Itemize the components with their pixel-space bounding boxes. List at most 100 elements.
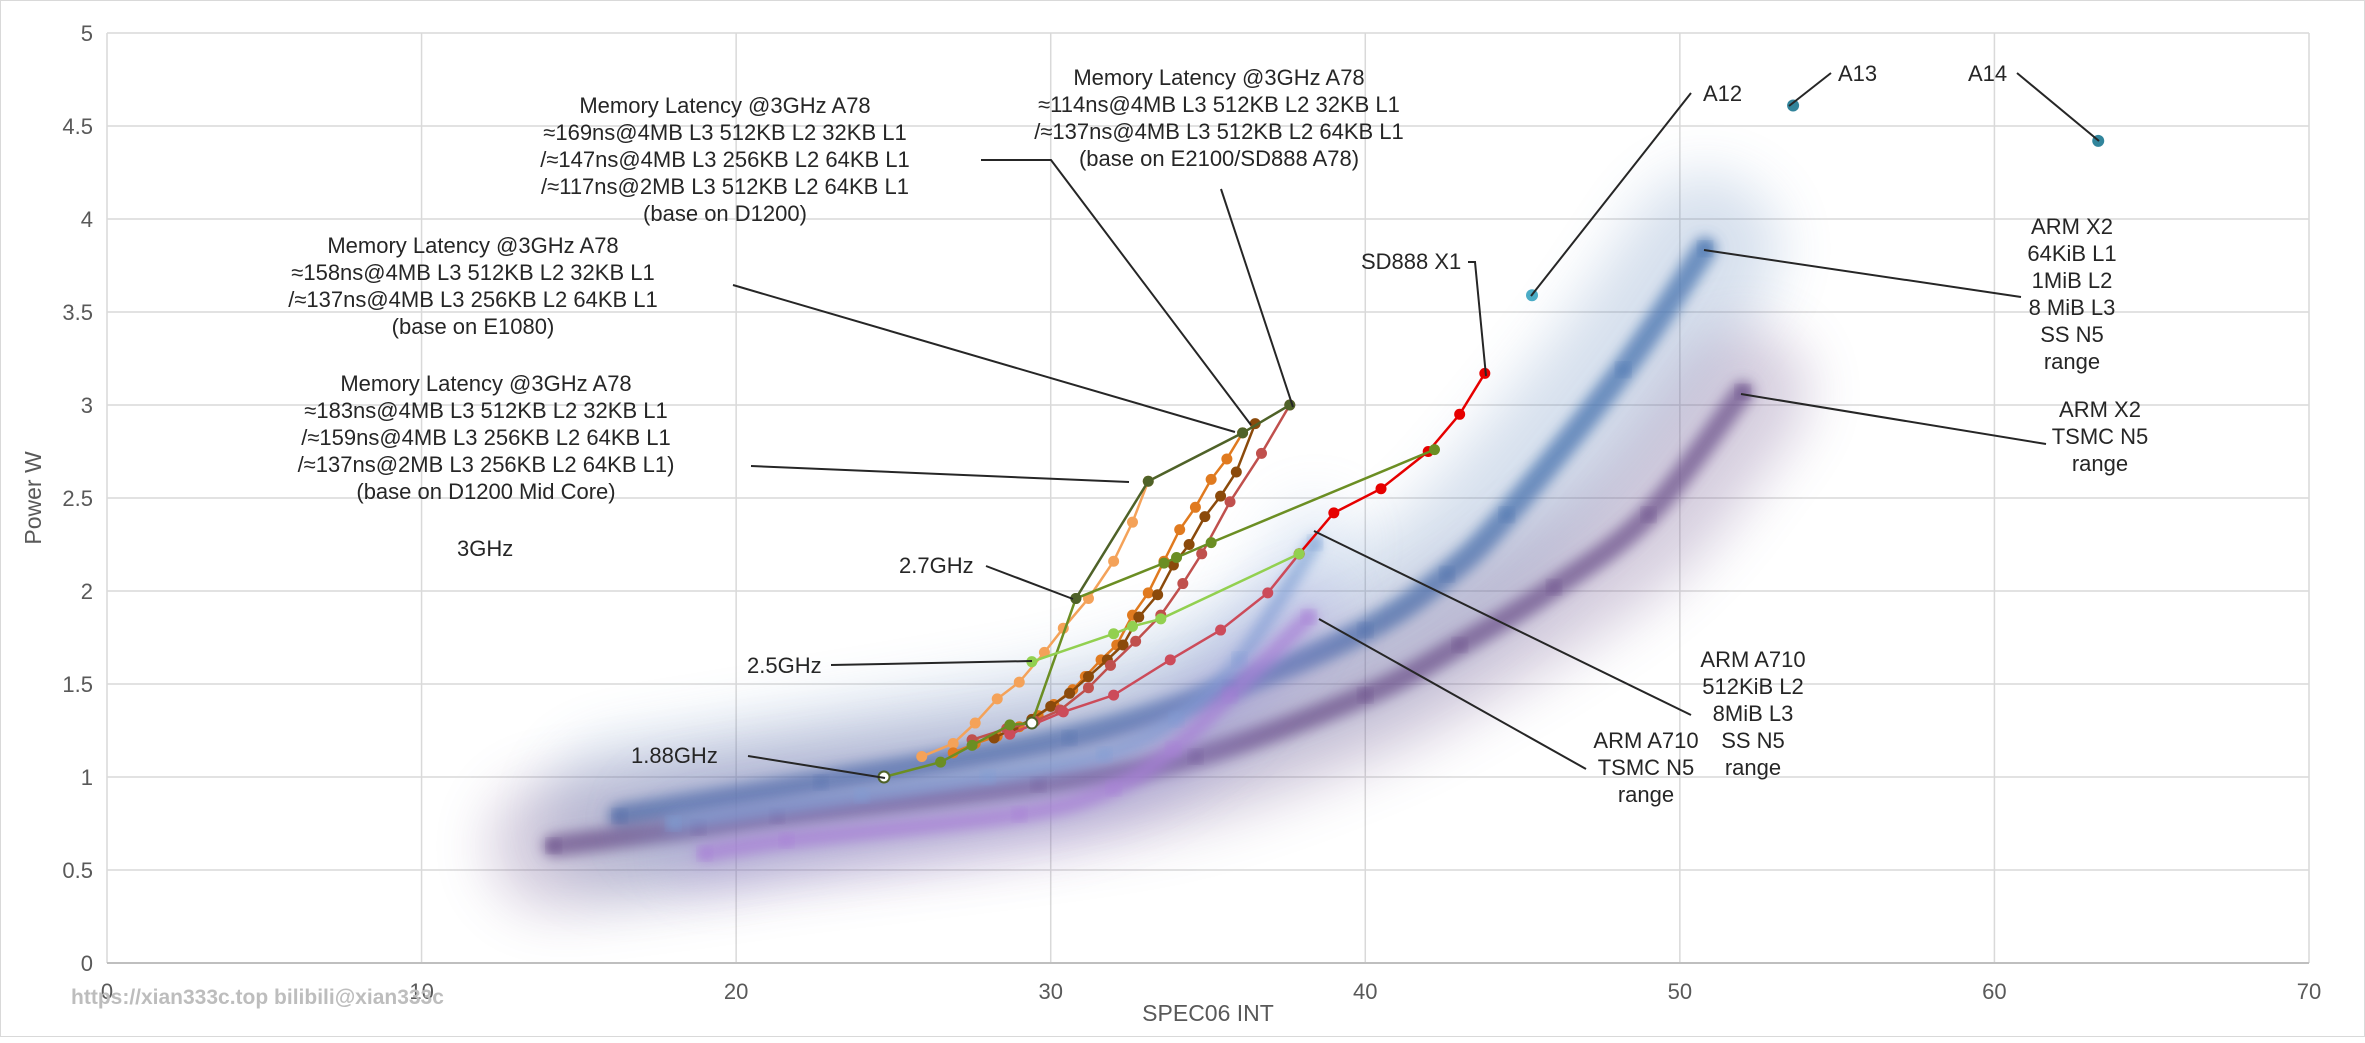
- series-line: [1074, 403, 1291, 600]
- x-tick-label: 60: [1982, 979, 2006, 1004]
- annotation-leader-line: [1788, 72, 1832, 107]
- x-tick-label: 30: [1038, 979, 1062, 1004]
- y-tick-label: 5: [81, 21, 93, 46]
- annotation-leader-line: [2016, 72, 2100, 142]
- series-point: [1224, 496, 1236, 508]
- series-point: [1082, 671, 1094, 683]
- y-axis-title: Power W: [20, 451, 46, 545]
- annotation-leader-line: [1313, 530, 1692, 716]
- series-point: [1130, 635, 1142, 647]
- annotation-leader-line: [732, 284, 1236, 433]
- series-point: [1064, 687, 1076, 699]
- series-point: [966, 739, 978, 751]
- annotation-leader-line: [985, 565, 1074, 600]
- series-point: [1205, 537, 1217, 549]
- series-point: [1133, 611, 1145, 623]
- series-point: [1293, 548, 1305, 560]
- annotation-text: Memory Latency @3GHz A78: [340, 371, 631, 396]
- series-point: [1164, 654, 1176, 666]
- annotation-text: Memory Latency @3GHz A78: [327, 233, 618, 258]
- y-tick-label: 0.5: [62, 858, 93, 883]
- series-point: [1428, 444, 1440, 456]
- annotation-leader-line: [1703, 249, 2022, 298]
- annotation-text: /≈117ns@2MB L3 512KB L2 64KB L1: [541, 174, 909, 199]
- series-point: [1004, 728, 1016, 740]
- annotation-text: 3GHz: [457, 536, 513, 561]
- y-tick-label: 2.5: [62, 486, 93, 511]
- annotation-leader-line: [1530, 92, 1692, 297]
- y-tick-label: 4.5: [62, 114, 93, 139]
- series-point: [1117, 639, 1129, 651]
- series-point: [1199, 511, 1211, 523]
- range-point: [1500, 508, 1513, 521]
- annotation-text: 1MiB L2: [2032, 268, 2113, 293]
- series-point: [1196, 548, 1208, 560]
- annotation-leader-line: [1468, 261, 1487, 377]
- annotation-leader-line: [1318, 618, 1587, 770]
- series-point: [1454, 408, 1466, 420]
- series-point: [1013, 676, 1025, 688]
- series-point: [1004, 719, 1016, 731]
- series-point: [1205, 473, 1217, 485]
- y-tick-label: 4: [81, 207, 93, 232]
- x-tick-label: 20: [724, 979, 748, 1004]
- annotation-leader-line: [750, 465, 1130, 483]
- range-point: [1642, 508, 1655, 521]
- series-line: [1298, 372, 1486, 555]
- soc-point: [1787, 99, 1800, 112]
- annotation-text: TSMC N5: [2052, 424, 2149, 449]
- annotation-text: ≈158ns@4MB L3 512KB L2 32KB L1: [291, 260, 654, 285]
- annotation-text: /≈159ns@4MB L3 256KB L2 64KB L1: [301, 425, 671, 450]
- series-point: [1155, 613, 1167, 625]
- range-point: [1548, 581, 1561, 594]
- annotations: Memory Latency @3GHz A78≈169ns@4MB L3 51…: [288, 61, 2148, 807]
- range-point: [1167, 743, 1180, 756]
- x-tick-label: 0: [101, 979, 113, 1004]
- annotation-text: SS N5: [1721, 728, 1785, 753]
- y-tick-label: 1.5: [62, 672, 93, 697]
- annotation-text: 2.5GHz: [747, 653, 822, 678]
- annotation-text: range: [2044, 349, 2100, 374]
- y-tick-label: 1: [81, 765, 93, 790]
- annotation-text: 512KiB L2: [1702, 674, 1804, 699]
- x-tick-label: 50: [1668, 979, 1692, 1004]
- x-tick-label: 70: [2297, 979, 2321, 1004]
- range-point: [1359, 689, 1372, 702]
- series-point: [1108, 628, 1120, 640]
- annotation-text: A14: [1968, 61, 2007, 86]
- range-point: [1013, 808, 1026, 821]
- axes: 00.511.522.533.544.550 10 20 30 40 50 60 70: [62, 21, 2321, 1004]
- annotation-leader-line: [1220, 188, 1294, 408]
- annotation-text: range: [1725, 755, 1781, 780]
- annotation-text: ARM X2: [2031, 214, 2113, 239]
- annotation-text: (base on D1200 Mid Core): [356, 479, 615, 504]
- range-point: [780, 834, 793, 847]
- annotation-leader-line: [747, 755, 886, 779]
- annotation-text: A12: [1703, 81, 1742, 106]
- series-point: [1142, 587, 1154, 599]
- series-point: [1174, 524, 1186, 536]
- annotation-text: A13: [1838, 61, 1877, 86]
- annotation-text: range: [1618, 782, 1674, 807]
- annotation-text: 8MiB L3: [1713, 701, 1794, 726]
- annotation-text: /≈137ns@4MB L3 512KB L2 64KB L1: [1034, 119, 1404, 144]
- annotation-leader-line: [830, 660, 1033, 666]
- watermark-text: https://xian333c.top bilibili@xian333c: [71, 986, 444, 1009]
- y-tick-label: 2: [81, 579, 93, 604]
- annotation-text: Memory Latency @3GHz A78: [579, 93, 870, 118]
- series-point: [1215, 624, 1227, 636]
- series-point: [947, 738, 959, 750]
- series-point: [1108, 689, 1120, 701]
- range-point: [1617, 363, 1630, 376]
- annotation-text: range: [2072, 451, 2128, 476]
- range-point: [1107, 782, 1120, 795]
- annotation-text: /≈147ns@4MB L3 256KB L2 64KB L1: [540, 147, 910, 172]
- annotation-text: ≈169ns@4MB L3 512KB L2 32KB L1: [543, 120, 906, 145]
- range-point: [698, 847, 711, 860]
- series-point: [1152, 589, 1164, 601]
- annotation-text: ARM A710: [1593, 728, 1698, 753]
- annotation-text: Memory Latency @3GHz A78: [1073, 65, 1364, 90]
- series-point: [1127, 620, 1139, 632]
